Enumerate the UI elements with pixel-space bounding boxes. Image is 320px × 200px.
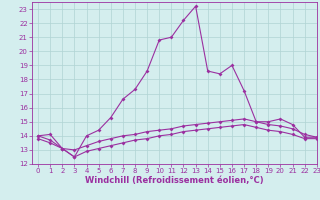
X-axis label: Windchill (Refroidissement éolien,°C): Windchill (Refroidissement éolien,°C) — [85, 176, 264, 185]
